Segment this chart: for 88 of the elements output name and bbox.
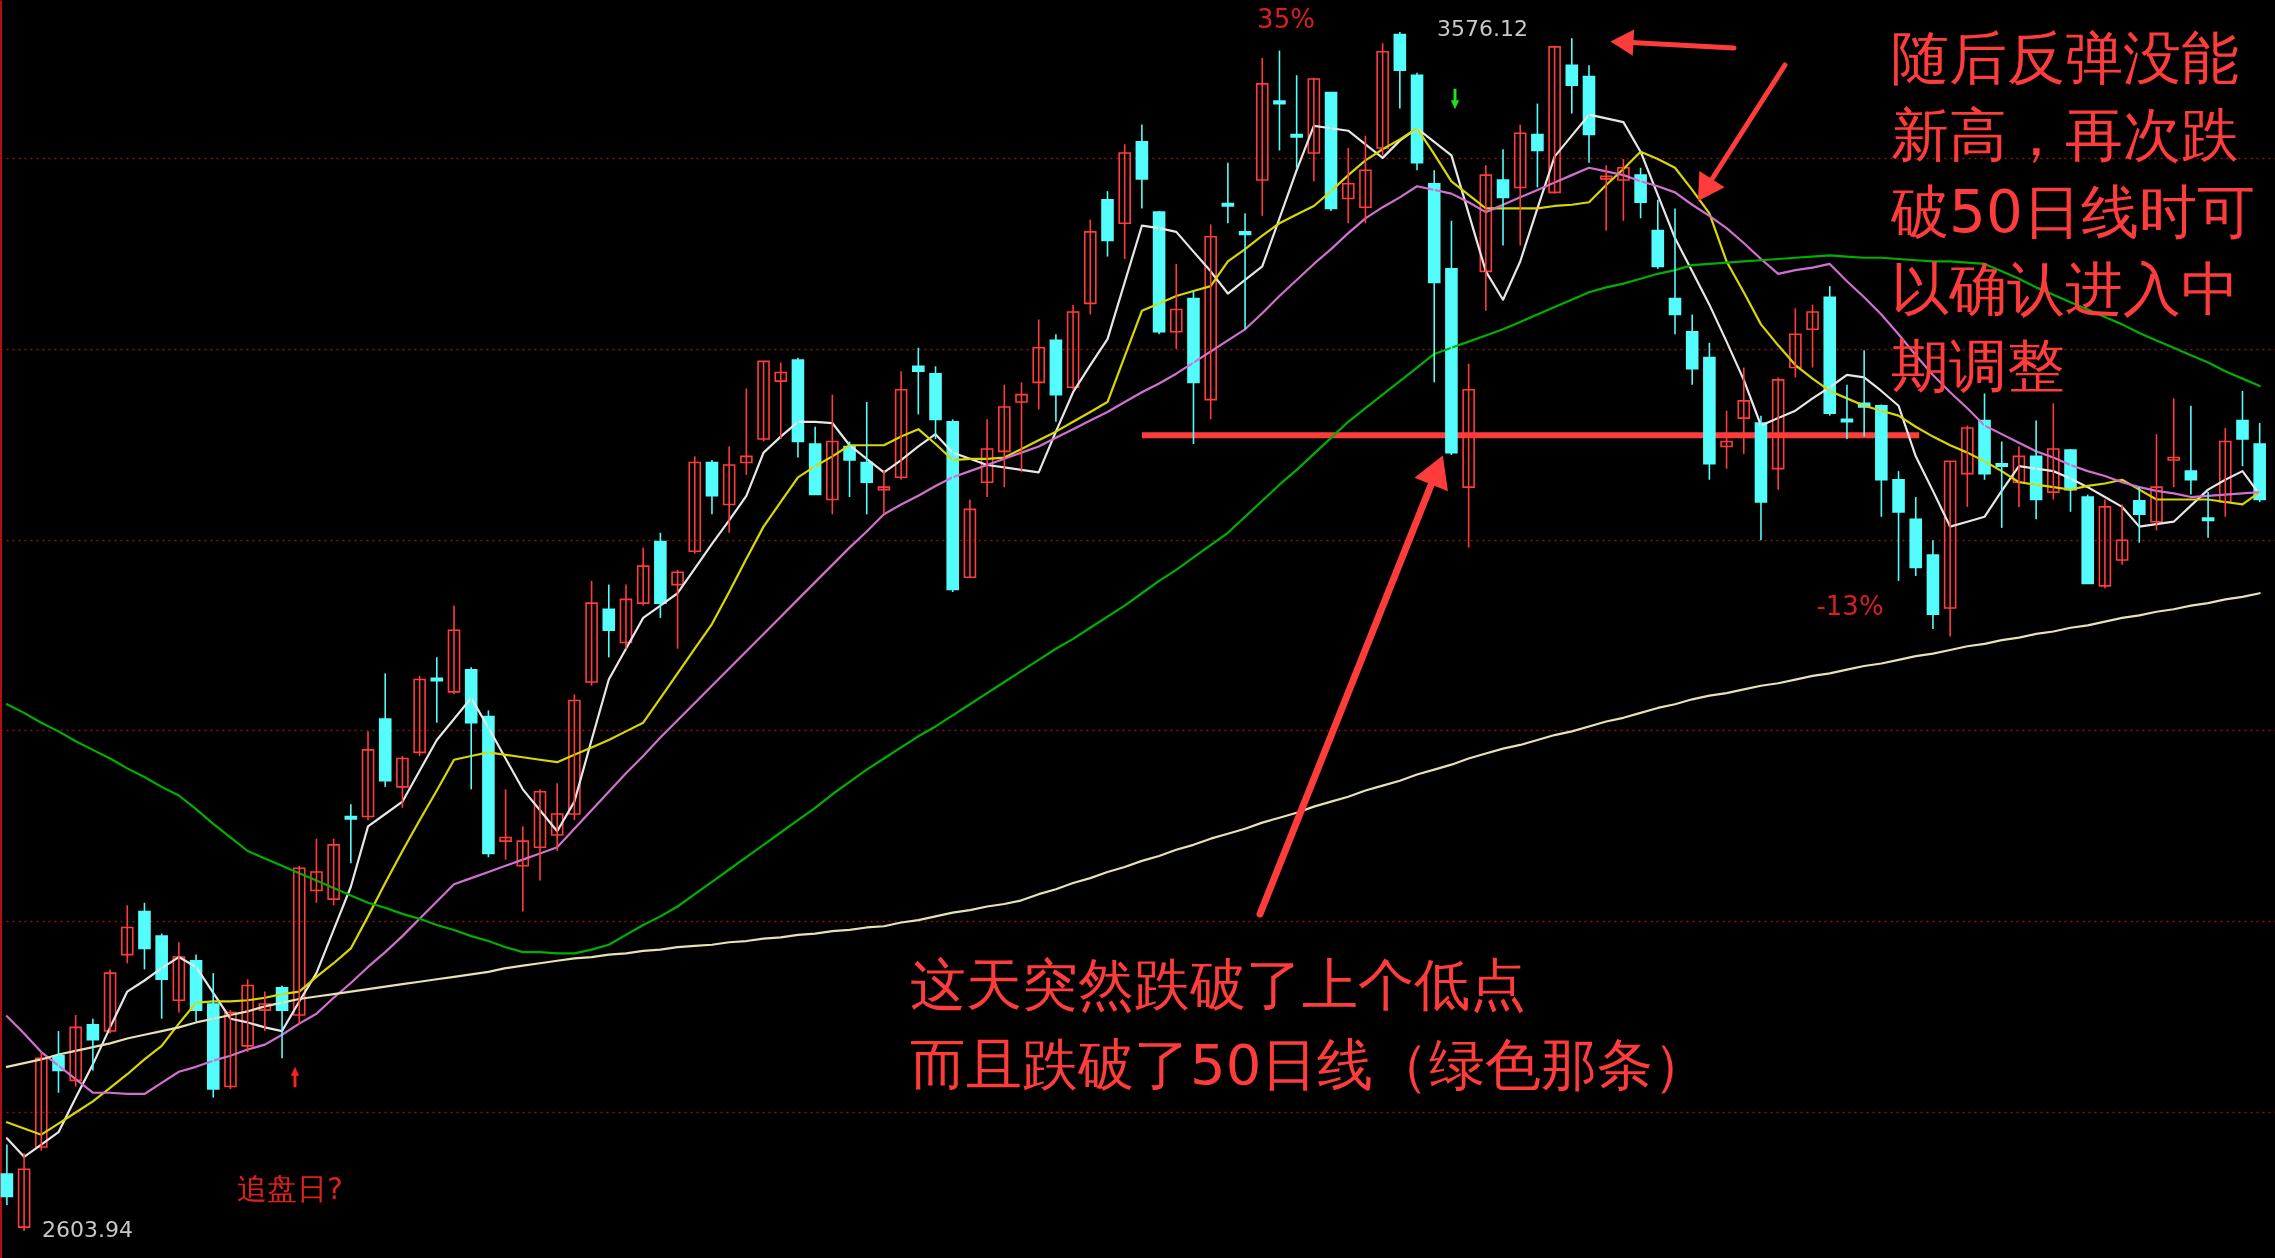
candlestick [1789, 307, 1802, 379]
candlestick [2150, 433, 2163, 532]
candlestick [636, 546, 650, 607]
candlestick [826, 393, 839, 516]
candlestick [1617, 158, 1630, 222]
candlestick [2098, 498, 2112, 590]
candlestick [757, 360, 770, 443]
candlestick [963, 498, 977, 578]
candlestick [120, 904, 134, 965]
candlestick [1599, 164, 1613, 232]
candlestick [774, 361, 788, 440]
candlestick [877, 469, 891, 516]
annotation: 2603.94 [42, 1217, 133, 1242]
candlestick [1961, 424, 1974, 508]
candlestick [1255, 57, 1269, 217]
candlestick [1479, 164, 1493, 312]
candlestick [1032, 318, 1045, 411]
candlestick [516, 825, 530, 913]
candlestick [1015, 381, 1028, 474]
candlestick [224, 1009, 237, 1090]
candlestick [1273, 49, 1286, 152]
candlestick [1290, 74, 1303, 169]
candlestick [258, 990, 272, 1032]
candlestick [654, 532, 667, 619]
candlestick [1169, 263, 1183, 350]
candlestick [34, 1051, 48, 1152]
candlestick [1445, 219, 1458, 456]
candlestick [2236, 390, 2249, 467]
candlestick [1892, 470, 1905, 582]
candlestick [2012, 445, 2026, 508]
candlestick [1204, 223, 1217, 421]
annotation: 3576.12 [1437, 16, 1528, 41]
candlestick [980, 418, 994, 498]
candlestick [396, 755, 409, 809]
candlestick [138, 902, 151, 971]
candlestick [1101, 190, 1114, 258]
candlestick [482, 709, 495, 858]
annotation: 追盘日? [237, 1171, 343, 1206]
candlestick [447, 604, 461, 696]
candlestick [2167, 397, 2180, 488]
candlestick [1066, 303, 1080, 391]
candlestick [722, 445, 736, 534]
candlestick [912, 347, 925, 416]
candlestick [688, 455, 702, 555]
candlestick [2218, 427, 2232, 518]
candlestick [241, 978, 254, 1053]
candlestick [2115, 503, 2129, 566]
candlestick [1943, 460, 1957, 638]
candlestick [1376, 42, 1389, 157]
candlestick [1187, 290, 1200, 445]
candlestick [1341, 147, 1355, 225]
candlestick [1875, 403, 1888, 518]
candlestick [1806, 303, 1819, 369]
annotation: 这天突然跌破了上个低点而且跌破了50日线（绿色那条） [910, 952, 1710, 1097]
candlestick [413, 675, 426, 757]
candlestick [1118, 143, 1131, 260]
candlestick [172, 941, 186, 1014]
candlestick [929, 365, 942, 440]
candlestick [602, 583, 616, 659]
candlestick [2133, 486, 2146, 544]
candlestick [499, 788, 512, 861]
candlestick [619, 583, 633, 650]
candlestick [740, 387, 753, 476]
candlestick [17, 1152, 31, 1232]
candlestick [327, 837, 340, 907]
candlestick [310, 837, 323, 904]
candlestick [1083, 218, 1097, 316]
candlestick [361, 730, 375, 821]
candlestick [1548, 44, 1561, 195]
candlestick [1531, 102, 1544, 189]
candlestick [69, 1014, 82, 1088]
candlestick [585, 580, 598, 687]
candlestick [671, 569, 684, 650]
annotation: 35% [1257, 4, 1315, 34]
candlestick [1307, 76, 1321, 183]
candlestick [568, 693, 581, 821]
candlestick [103, 968, 117, 1035]
candlestick [292, 865, 306, 1026]
candlestick [533, 788, 547, 882]
candlestick [155, 932, 168, 1020]
candlestick [1513, 123, 1527, 247]
candlestick [894, 370, 908, 481]
candlestick [998, 384, 1011, 488]
candlestick [550, 782, 564, 852]
annotation: -13% [1816, 591, 1884, 621]
candlestick [1359, 134, 1372, 225]
candlestick [1703, 342, 1716, 481]
candlestick [2047, 402, 2060, 501]
